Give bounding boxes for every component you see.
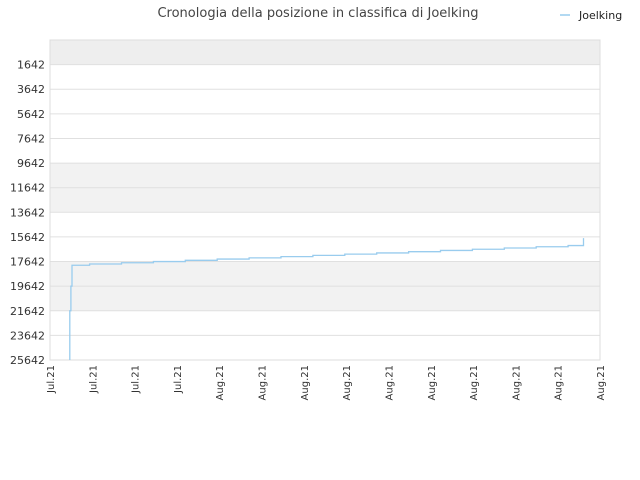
y-tick-label: 17642 [10,256,45,269]
plot-bands [50,40,600,311]
y-tick-label: 23642 [10,329,45,342]
y-tick-label: 25642 [10,354,45,367]
x-tick-label: Aug.21 [384,365,395,400]
y-tick-label: 3642 [17,83,45,96]
x-tick-label: Aug.21 [342,365,353,400]
x-tick-label: Aug.21 [215,365,226,400]
y-axis-ticks: 1642 3642 5642 7642 9642 11642 13642 15642 17642… [10,59,45,367]
series-layer [69,238,585,360]
x-tick-label: Aug.21 [427,365,438,400]
y-tick-label: 1642 [17,59,45,72]
x-tick-label: Jul.21 [46,365,57,394]
y-tick-label: 7642 [17,132,45,145]
x-tick-label: Aug.21 [300,365,311,400]
series-line [69,238,585,360]
y-tick-label: 5642 [17,108,45,121]
x-axis-ticks: Jul.21 Jul.21 Jul.21 Jul.21 Aug.21 Aug.21 Aug.… [46,365,607,400]
plot-area [49,39,601,361]
plot-band [50,40,600,65]
grid-lines [50,64,600,361]
y-tick-label: 15642 [10,231,45,244]
y-tick-label: 9642 [17,157,45,170]
x-tick-label: Jul.21 [173,365,184,394]
y-tick-label: 11642 [10,182,45,195]
y-tick-label: 19642 [10,280,45,293]
x-tick-label: Aug.21 [596,365,607,400]
x-tick-label: Aug.21 [511,365,522,400]
x-tick-label: Aug.21 [258,365,269,400]
y-tick-label: 21642 [10,305,45,318]
x-tick-label: Aug.21 [469,365,480,400]
x-tick-label: Jul.21 [88,365,99,394]
x-tick-label: Aug.21 [554,365,565,400]
legend-label: Joelking [578,9,622,22]
y-tick-label: 13642 [10,206,45,219]
x-tick-label: Jul.21 [131,365,142,394]
chart-title: Cronologia della posizione in classifica… [157,6,478,21]
